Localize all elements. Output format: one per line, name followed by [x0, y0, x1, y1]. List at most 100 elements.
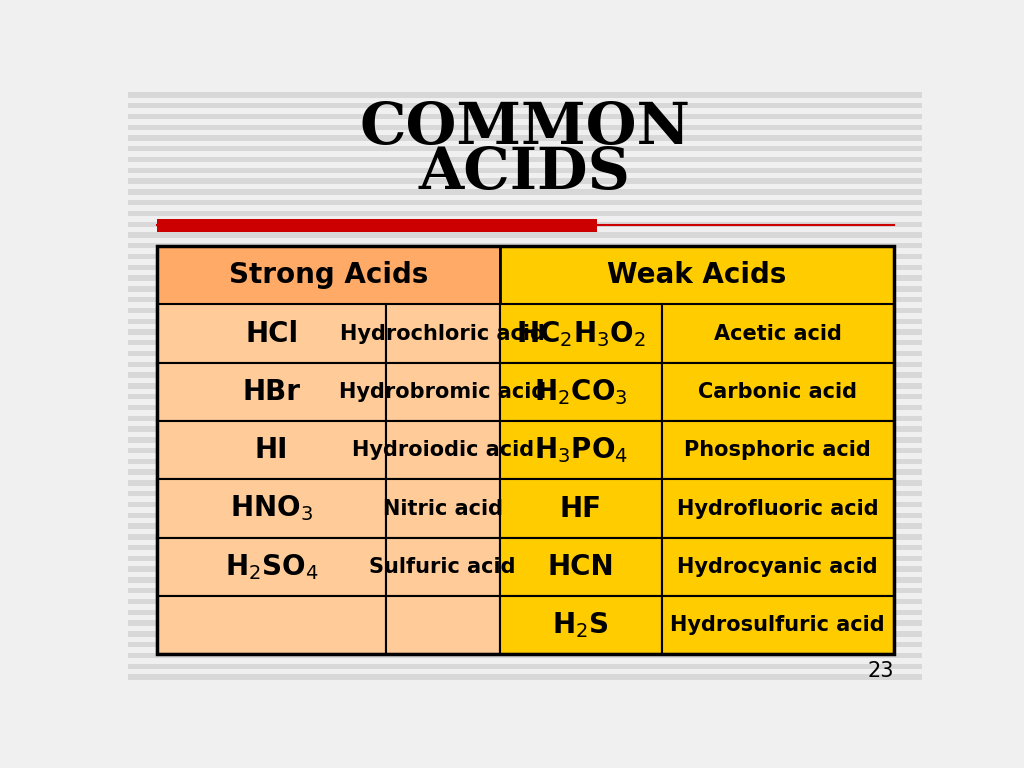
Bar — [158, 479, 386, 538]
Bar — [128, 297, 922, 303]
Bar — [158, 538, 386, 596]
Bar — [128, 512, 922, 518]
Text: HF: HF — [560, 495, 602, 522]
Bar — [128, 567, 922, 572]
Bar — [128, 664, 922, 669]
Bar — [128, 394, 922, 399]
Bar — [128, 578, 922, 583]
Bar — [128, 189, 922, 194]
Bar — [500, 538, 662, 596]
Bar — [386, 304, 500, 362]
Bar — [158, 219, 597, 231]
Bar — [386, 596, 500, 654]
Bar — [128, 415, 922, 421]
Bar — [128, 458, 922, 464]
Bar — [128, 621, 922, 626]
Text: 23: 23 — [867, 661, 894, 681]
Bar — [128, 146, 922, 151]
Bar — [128, 437, 922, 442]
Bar — [128, 674, 922, 680]
Bar — [128, 491, 922, 496]
Bar — [158, 596, 386, 654]
Bar — [128, 157, 922, 162]
Text: Weak Acids: Weak Acids — [607, 261, 786, 290]
Text: HNO$_3$: HNO$_3$ — [230, 494, 313, 524]
Text: HI: HI — [255, 436, 289, 464]
Bar — [128, 210, 922, 216]
Bar — [662, 421, 894, 479]
Text: Hydrobromic acid: Hydrobromic acid — [339, 382, 547, 402]
Bar — [128, 631, 922, 637]
Bar — [500, 479, 662, 538]
Bar — [128, 135, 922, 141]
Bar — [386, 421, 500, 479]
Bar — [128, 426, 922, 432]
Text: H$_2$CO$_3$: H$_2$CO$_3$ — [534, 377, 628, 407]
Text: Hydroiodic acid: Hydroiodic acid — [351, 440, 534, 460]
Bar — [662, 479, 894, 538]
Bar — [662, 304, 894, 362]
Bar — [128, 276, 922, 281]
Bar — [128, 200, 922, 205]
Bar — [128, 103, 922, 108]
Text: Strong Acids: Strong Acids — [229, 261, 428, 290]
Bar — [128, 545, 922, 551]
Text: Carbonic acid: Carbonic acid — [698, 382, 857, 402]
Text: H$_2$S: H$_2$S — [553, 611, 609, 640]
Bar — [128, 124, 922, 130]
Bar — [500, 596, 662, 654]
Bar — [662, 362, 894, 421]
Bar — [128, 642, 922, 647]
Text: Sulfuric acid: Sulfuric acid — [370, 557, 516, 577]
Text: Hydrofluoric acid: Hydrofluoric acid — [677, 498, 879, 518]
Bar — [128, 232, 922, 237]
Bar — [128, 469, 922, 475]
Text: Acetic acid: Acetic acid — [714, 323, 842, 343]
Text: H$_3$PO$_4$: H$_3$PO$_4$ — [534, 435, 628, 465]
Bar — [386, 362, 500, 421]
Bar — [662, 538, 894, 596]
Bar — [128, 265, 922, 270]
Bar — [128, 523, 922, 528]
Bar — [386, 538, 500, 596]
Bar — [128, 405, 922, 410]
Bar — [500, 362, 662, 421]
Text: HBr: HBr — [243, 378, 301, 406]
Bar — [128, 167, 922, 173]
Text: HC$_2$H$_3$O$_2$: HC$_2$H$_3$O$_2$ — [516, 319, 646, 349]
Bar — [158, 362, 386, 421]
Bar — [662, 596, 894, 654]
Bar — [128, 610, 922, 615]
Bar — [128, 243, 922, 249]
Bar — [128, 383, 922, 389]
Bar — [158, 304, 386, 362]
Bar — [158, 421, 386, 479]
Bar — [500, 421, 662, 479]
Text: Hydrocyanic acid: Hydrocyanic acid — [678, 557, 878, 577]
Bar — [500, 304, 662, 362]
Text: HCN: HCN — [548, 553, 614, 581]
Text: HCl: HCl — [245, 319, 298, 348]
Bar — [128, 308, 922, 313]
Bar — [128, 329, 922, 335]
Bar — [158, 247, 500, 304]
Text: Nitric acid: Nitric acid — [383, 498, 503, 518]
Bar — [128, 372, 922, 378]
Text: COMMON: COMMON — [359, 101, 690, 157]
Bar — [128, 480, 922, 485]
Text: Phosphoric acid: Phosphoric acid — [684, 440, 871, 460]
Bar — [128, 534, 922, 540]
Bar — [128, 92, 922, 98]
Bar — [128, 178, 922, 184]
Bar — [158, 247, 894, 654]
Text: Hydrosulfuric acid: Hydrosulfuric acid — [671, 615, 885, 635]
Bar — [128, 653, 922, 658]
Bar — [500, 247, 894, 304]
Bar — [128, 351, 922, 356]
Bar — [386, 479, 500, 538]
Bar — [128, 556, 922, 561]
Bar — [128, 319, 922, 324]
Bar — [128, 362, 922, 367]
Bar — [128, 588, 922, 594]
Bar — [128, 599, 922, 604]
